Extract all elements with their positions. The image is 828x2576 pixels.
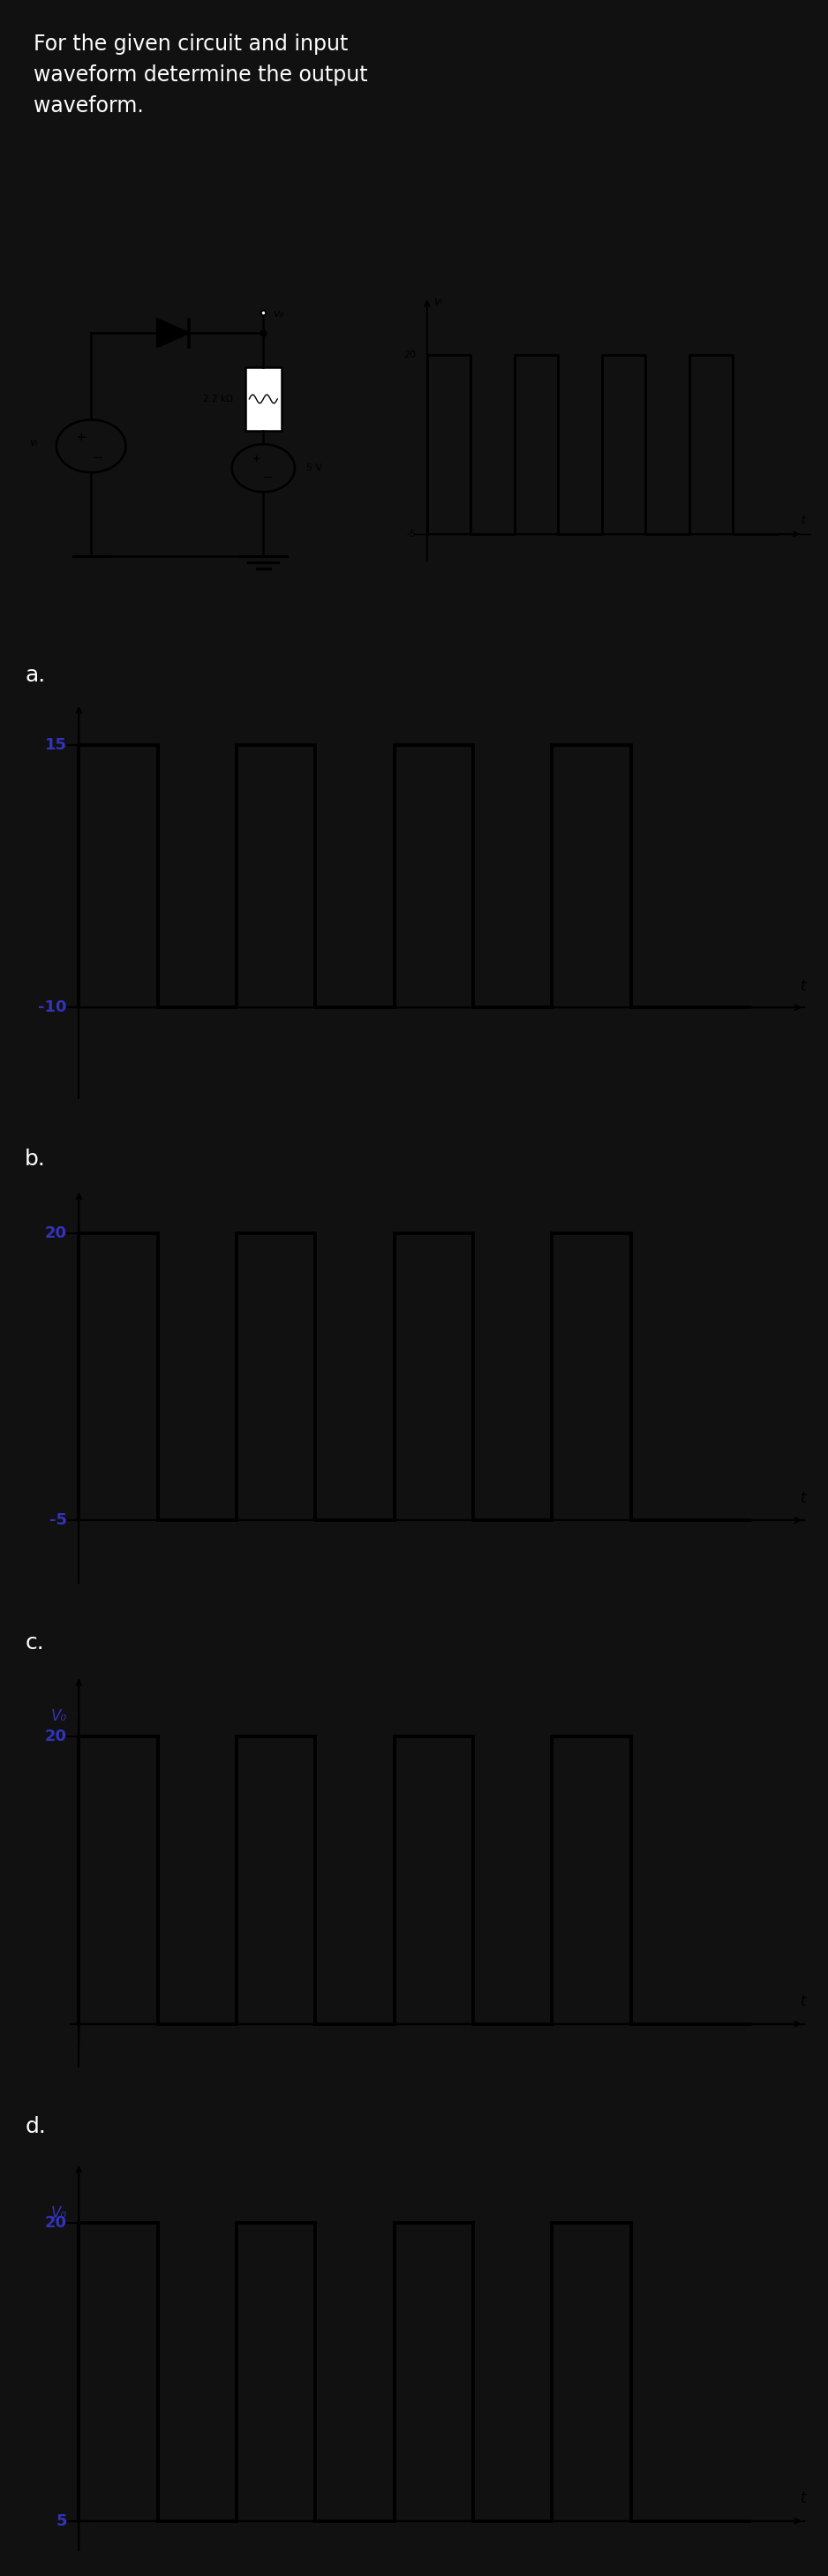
Text: c.: c. [25,1633,44,1654]
Text: vᵢ: vᵢ [29,438,37,448]
Text: 5 V: 5 V [306,464,322,471]
Text: −: − [262,471,272,484]
Text: 5: 5 [56,2514,67,2530]
Text: -5: -5 [50,1512,67,1528]
Text: −: − [92,451,104,464]
Text: t: t [801,979,806,994]
Text: V₀: V₀ [51,1708,67,1723]
Bar [245,368,282,430]
Text: 2.2 kΩ: 2.2 kΩ [203,394,233,404]
Text: v₀: v₀ [273,309,284,319]
Text: t: t [801,2491,806,2506]
Polygon shape [157,319,189,348]
Text: 20: 20 [45,1226,67,1242]
Text: 20: 20 [45,1728,67,1744]
Text: d.: d. [25,2115,46,2138]
Text: +: + [76,433,86,443]
Text: a.: a. [25,665,46,685]
Text: t: t [801,1489,806,1507]
Text: -10: -10 [38,999,67,1015]
Text: 20: 20 [45,2215,67,2231]
Text: t: t [801,1994,806,2009]
Text: For the given circuit and input
waveform determine the output
waveform.: For the given circuit and input waveform… [33,33,368,116]
Text: +: + [253,456,261,464]
Text: V₀: V₀ [51,2205,67,2221]
Text: b.: b. [25,1149,46,1170]
Text: 15: 15 [45,737,67,752]
